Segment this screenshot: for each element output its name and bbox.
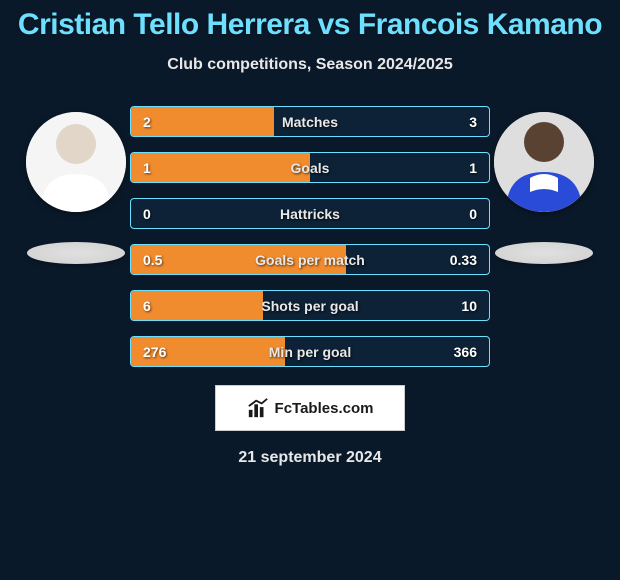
- player-right: [490, 102, 598, 264]
- stat-value-right: 3: [469, 114, 477, 130]
- stat-value-right: 366: [454, 344, 477, 360]
- stat-row: 6 Shots per goal 10: [130, 290, 490, 321]
- stat-row: 2 Matches 3: [130, 106, 490, 137]
- stat-row: 0.5 Goals per match 0.33: [130, 244, 490, 275]
- player-right-shadow: [495, 242, 593, 264]
- stat-value-left: 276: [143, 344, 166, 360]
- chart-icon: [247, 397, 269, 419]
- player-right-avatar: [494, 112, 594, 212]
- stat-bars: 2Matches31Goals10Hattricks00.5Goals per …: [130, 102, 490, 367]
- attribution-badge: FcTables.com: [215, 385, 405, 431]
- avatar-placeholder-icon: [26, 112, 126, 212]
- page-title: Cristian Tello Herrera vs Francois Kaman…: [18, 8, 602, 42]
- compare-area: 2Matches31Goals10Hattricks00.5Goals per …: [0, 102, 620, 367]
- stat-value-left: 0.5: [143, 252, 162, 268]
- stat-label: Goals per match: [255, 252, 365, 268]
- stat-label: Min per goal: [269, 344, 351, 360]
- stat-bar-fill: [131, 107, 274, 136]
- attribution-text: FcTables.com: [275, 400, 374, 417]
- stat-label: Goals: [291, 160, 330, 176]
- player-left-shadow: [27, 242, 125, 264]
- stat-value-right: 0: [469, 206, 477, 222]
- comparison-infographic: Cristian Tello Herrera vs Francois Kaman…: [0, 0, 620, 580]
- stat-label: Matches: [282, 114, 338, 130]
- stat-row: 1 Goals 1: [130, 152, 490, 183]
- date-label: 21 september 2024: [238, 449, 381, 467]
- avatar-placeholder-icon: [494, 112, 594, 212]
- stat-bar-fill: [131, 153, 310, 182]
- stat-value-right: 1: [469, 160, 477, 176]
- stat-row: 0 Hattricks 0: [130, 198, 490, 229]
- stat-value-right: 0.33: [450, 252, 477, 268]
- stat-value-left: 1: [143, 160, 151, 176]
- player-left: [22, 102, 130, 264]
- stat-value-left: 0: [143, 206, 151, 222]
- page-subtitle: Club competitions, Season 2024/2025: [167, 56, 452, 74]
- stat-value-left: 6: [143, 298, 151, 314]
- stat-row: 276 Min per goal 366: [130, 336, 490, 367]
- stat-label: Shots per goal: [261, 298, 358, 314]
- stat-label: Hattricks: [280, 206, 340, 222]
- player-left-avatar: [26, 112, 126, 212]
- stat-value-left: 2: [143, 114, 151, 130]
- stat-value-right: 10: [461, 298, 477, 314]
